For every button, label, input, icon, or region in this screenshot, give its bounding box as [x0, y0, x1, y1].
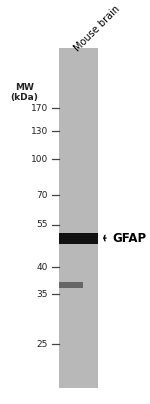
- Text: 40: 40: [37, 263, 48, 272]
- Text: 55: 55: [36, 220, 48, 229]
- Bar: [59, 48, 98, 388]
- Text: 100: 100: [31, 155, 48, 164]
- Text: MW
(kDa): MW (kDa): [10, 83, 38, 102]
- Text: 170: 170: [31, 104, 48, 113]
- Text: 70: 70: [36, 191, 48, 200]
- Bar: [59, 234, 98, 244]
- Text: 35: 35: [36, 290, 48, 299]
- Bar: [59, 282, 83, 288]
- Text: 130: 130: [31, 127, 48, 136]
- Text: GFAP: GFAP: [112, 231, 146, 244]
- Text: 25: 25: [37, 340, 48, 349]
- Text: Mouse brain: Mouse brain: [72, 4, 122, 53]
